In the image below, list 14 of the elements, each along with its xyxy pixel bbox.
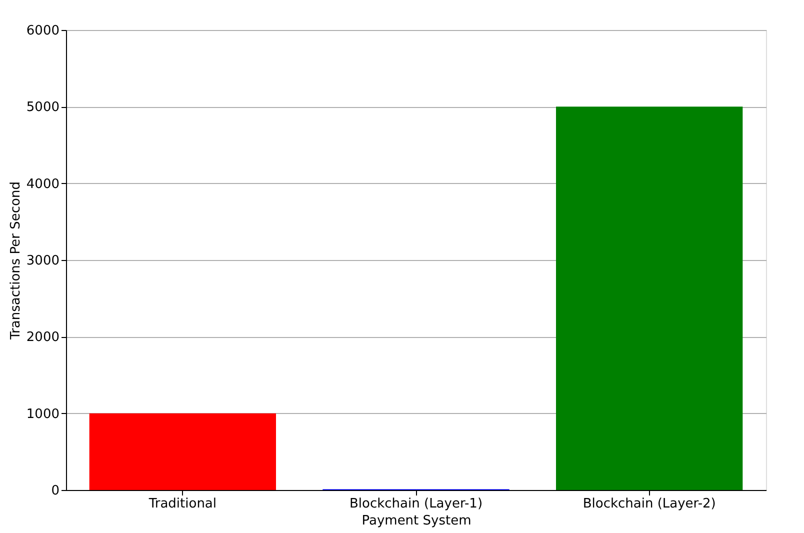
y-tick-label: 0 [51, 484, 60, 498]
y-tick-label: 3000 [26, 254, 60, 268]
y-tick-label: 6000 [26, 24, 60, 38]
x-tick-label: Blockchain (Layer-2) [582, 496, 716, 512]
bar [556, 106, 743, 490]
y-tick-label: 4000 [26, 176, 60, 192]
x-tick-label: Blockchain (Layer-1) [349, 496, 483, 512]
y-axis-title: Transactions Per Second [8, 182, 24, 340]
x-tick-label: Traditional [148, 496, 217, 512]
y-tick-label: 1000 [26, 406, 60, 422]
y-tick-label: 5000 [26, 100, 60, 116]
x-axis-title: Payment System [362, 514, 472, 528]
y-tick-label: 2000 [26, 330, 60, 346]
bar [89, 413, 276, 490]
